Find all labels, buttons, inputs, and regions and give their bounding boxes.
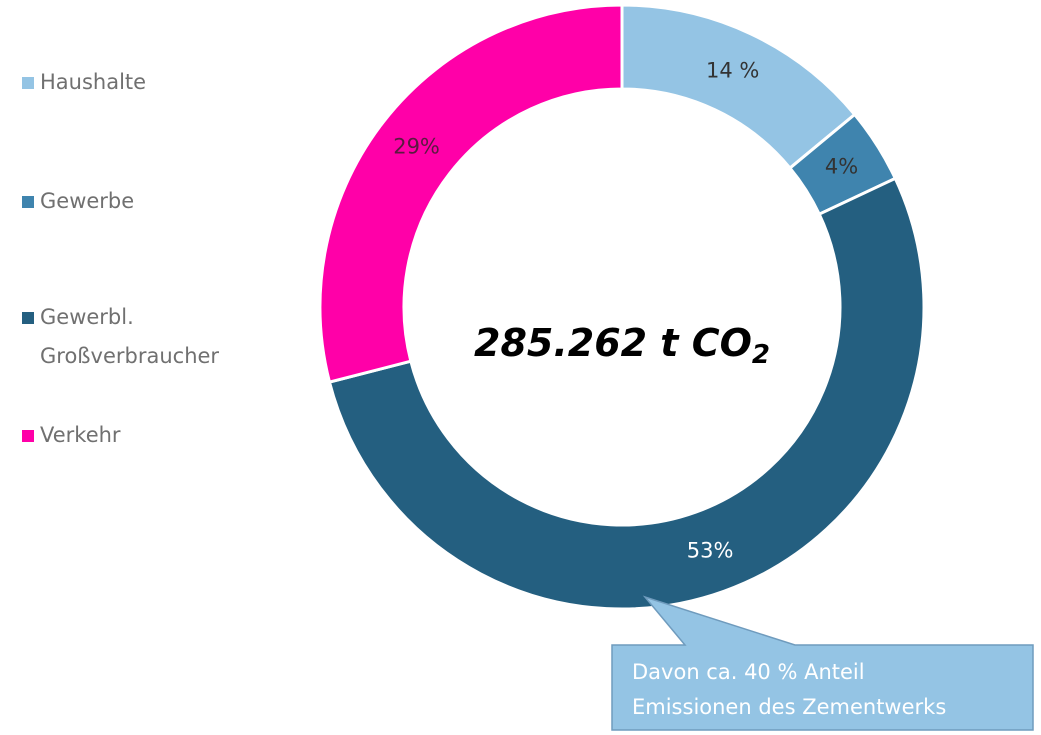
callout-line: Emissionen des Zementwerks <box>632 695 946 719</box>
legend-item: Gewerbe <box>22 182 272 221</box>
legend-swatch <box>22 430 34 442</box>
legend-swatch <box>22 77 34 89</box>
legend-label: Gewerbl. Großverbraucher <box>40 305 220 368</box>
legend-label: Verkehr <box>40 423 121 447</box>
center-text: 285.262 t CO <box>474 321 752 365</box>
callout-line: Davon ca. 40 % Anteil <box>632 660 865 684</box>
donut <box>318 3 926 611</box>
value-label: 4% <box>825 155 858 179</box>
slice <box>327 176 926 611</box>
slice <box>318 3 624 384</box>
legend-swatch <box>22 196 34 208</box>
center-label: 285.262 t CO2 <box>474 321 770 370</box>
legend-item: Haushalte <box>22 63 272 102</box>
legend-item: Verkehr <box>22 416 272 455</box>
value-label: 14 % <box>706 59 759 83</box>
legend-label: Haushalte <box>40 70 147 94</box>
value-labels: 14 % 4% 53% 29% <box>393 59 858 563</box>
value-label: 53% <box>687 539 734 563</box>
center-subscript: 2 <box>752 340 770 370</box>
legend-label: Gewerbe <box>40 189 135 213</box>
callout <box>611 595 1034 731</box>
legend-swatch <box>22 312 34 324</box>
legend-item: Gewerbl. Großverbraucher <box>22 298 272 376</box>
value-label: 29% <box>393 135 440 159</box>
